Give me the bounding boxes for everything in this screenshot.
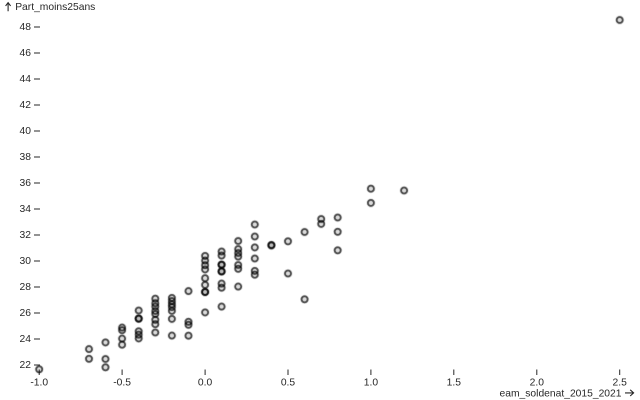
svg-text:2.0: 2.0 bbox=[530, 378, 545, 389]
svg-text:eam_soldenat_2015_2021: eam_soldenat_2015_2021 bbox=[500, 389, 622, 400]
svg-text:1.5: 1.5 bbox=[447, 378, 462, 389]
svg-text:0.5: 0.5 bbox=[281, 378, 296, 389]
svg-text:1.0: 1.0 bbox=[364, 378, 379, 389]
svg-text:-1.0: -1.0 bbox=[30, 378, 48, 389]
svg-text:32: 32 bbox=[20, 230, 32, 241]
svg-text:24: 24 bbox=[20, 334, 32, 345]
svg-text:46: 46 bbox=[20, 48, 32, 59]
svg-text:26: 26 bbox=[20, 308, 32, 319]
svg-text:42: 42 bbox=[20, 100, 32, 111]
svg-text:30: 30 bbox=[20, 256, 32, 267]
svg-text:38: 38 bbox=[20, 152, 32, 163]
svg-text:40: 40 bbox=[20, 126, 32, 137]
svg-text:22: 22 bbox=[20, 360, 32, 371]
svg-text:34: 34 bbox=[20, 204, 32, 215]
svg-text:0.0: 0.0 bbox=[198, 378, 213, 389]
svg-text:Part_moins25ans: Part_moins25ans bbox=[15, 2, 95, 13]
svg-text:48: 48 bbox=[20, 22, 32, 33]
svg-text:36: 36 bbox=[20, 178, 32, 189]
svg-text:2.5: 2.5 bbox=[613, 378, 628, 389]
svg-text:-0.5: -0.5 bbox=[113, 378, 131, 389]
svg-text:28: 28 bbox=[20, 282, 32, 293]
svg-text:44: 44 bbox=[20, 74, 32, 85]
